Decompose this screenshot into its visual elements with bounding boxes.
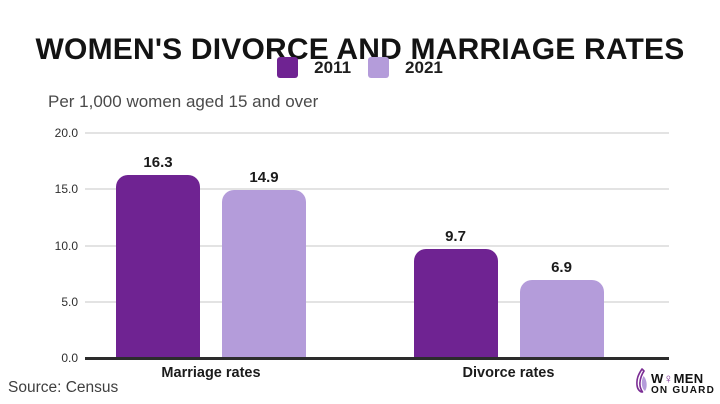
chart-title: WOMEN'S DIVORCE AND MARRIAGE RATES bbox=[35, 33, 685, 67]
y-axis-tick-label: 5.0 bbox=[61, 294, 78, 309]
y-axis-tick-label: 20.0 bbox=[54, 126, 78, 140]
legend: 2011 2021 bbox=[0, 57, 720, 78]
gridline-5.0 bbox=[85, 300, 669, 303]
x-axis-baseline bbox=[85, 357, 669, 360]
y-axis-tick-label: 10.0 bbox=[54, 238, 78, 253]
legend-swatch-2021 bbox=[368, 57, 390, 78]
chart-subtitle: Per 1,000 women aged 15 and over bbox=[48, 92, 319, 111]
plot-area: 16.3 14.9 Marriage rates 9.7 6.9 Divorce rate… bbox=[85, 132, 669, 381]
bar-value-label: 9.7 bbox=[445, 227, 466, 245]
legend-label: 2021 bbox=[405, 57, 443, 77]
legend-swatch-2011 bbox=[277, 57, 299, 78]
gridline-20.0 bbox=[85, 132, 669, 134]
bar-value-label: 6.9 bbox=[551, 259, 572, 277]
legend-item-2011: 2011 bbox=[277, 57, 351, 78]
women-on-guard-icon bbox=[634, 366, 649, 401]
female-symbol-icon: ♀ bbox=[663, 370, 674, 386]
bar-2021-divorce-rates bbox=[519, 280, 604, 358]
x-axis-category-label-marriage-rates: Marriage rates bbox=[161, 365, 261, 381]
y-axis-tick-label: 0.0 bbox=[61, 351, 78, 365]
x-axis-category-label-divorce-rates: Divorce rates bbox=[462, 365, 555, 381]
source-note: Source: Census bbox=[8, 379, 119, 396]
gridline-15.0 bbox=[85, 188, 669, 191]
bar-2021-marriage-rates bbox=[222, 190, 306, 358]
bar-2011-divorce-rates bbox=[413, 248, 498, 358]
bar-value-label: 16.3 bbox=[143, 153, 173, 171]
legend-item-2021: 2021 bbox=[368, 57, 443, 78]
bar-2011-marriage-rates bbox=[116, 174, 200, 358]
gridline-10.0 bbox=[85, 244, 669, 247]
logo-line2: ON GUARD bbox=[650, 384, 715, 396]
logo-text: W♀MEN ON GUARD bbox=[651, 372, 715, 396]
y-axis-tick-label: 15.0 bbox=[54, 182, 78, 197]
women-on-guard-logo: W♀MEN ON GUARD bbox=[634, 366, 715, 401]
bar-value-label: 14.9 bbox=[249, 169, 279, 187]
legend-label: 2011 bbox=[314, 57, 352, 77]
logo-line1: W♀MEN bbox=[650, 370, 704, 386]
bar-chart: 16.3 14.9 Marriage rates 9.7 6.9 Divorce rate… bbox=[0, 126, 720, 393]
